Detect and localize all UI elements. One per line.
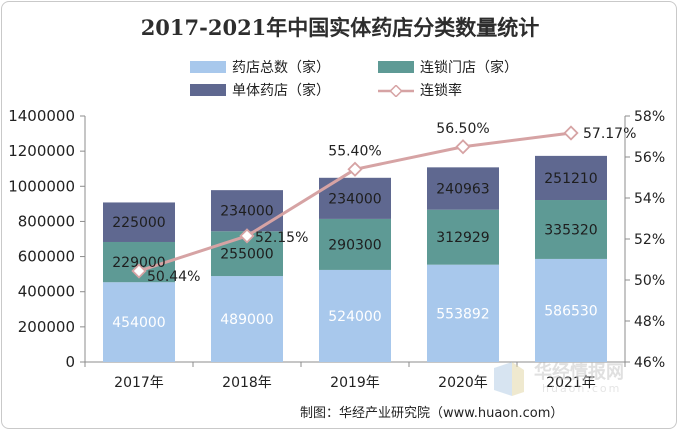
legend-label-total: 药店总数（家） <box>232 60 330 76</box>
bar-segment-3 <box>535 155 607 201</box>
bar-segment-2 <box>427 209 499 265</box>
bar-value-label: 255000 <box>220 247 273 263</box>
legend-item-chain: 连锁门店（家） <box>378 58 518 76</box>
bar-value-label: 251210 <box>544 171 597 187</box>
rate-marker <box>455 139 471 155</box>
legend-label-chain: 连锁门店（家） <box>420 60 518 76</box>
chart-title: 2017-2021年中国实体药店分类数量统计 <box>140 15 540 40</box>
bar-segment-1 <box>535 258 607 362</box>
left-tick-label: 200000 <box>18 318 75 336</box>
bar-value-label: 312929 <box>436 230 489 246</box>
bar-segment-3 <box>103 202 175 242</box>
rate-marker <box>563 125 579 141</box>
bar-segment-1 <box>103 282 175 362</box>
legend-swatch-single <box>190 84 226 96</box>
bar-value-label: 335320 <box>544 222 597 238</box>
x-tick-label: 2019年 <box>330 375 380 391</box>
legend-swatch-rate <box>378 84 414 98</box>
right-tick-label: 52% <box>634 232 665 248</box>
x-tick-label: 2017年 <box>114 375 164 391</box>
watermark-sub: huaon.com <box>542 382 622 395</box>
right-tick-label: 48% <box>634 314 665 330</box>
rate-value-label: 50.44% <box>147 269 200 285</box>
legend-swatch-chain <box>378 61 414 73</box>
bar-segment-3 <box>211 190 283 232</box>
watermark-text: 华经情报网 <box>534 362 624 383</box>
rate-marker <box>239 228 255 244</box>
left-tick-label: 1000000 <box>8 177 75 195</box>
left-tick-label: 600000 <box>18 248 75 266</box>
left-tick-label: 800000 <box>18 212 75 230</box>
bar-value-label: 240963 <box>436 182 489 198</box>
legend-label-rate: 连锁率 <box>420 83 462 99</box>
legend-swatch-total <box>190 61 226 73</box>
bar-segment-2 <box>319 218 391 270</box>
right-tick-label: 54% <box>634 191 665 207</box>
bar-value-label: 553892 <box>436 306 489 322</box>
watermark: 华经情报网 huaon.com <box>488 356 668 406</box>
legend-item-rate: 连锁率 <box>378 81 462 99</box>
watermark-logo-icon <box>494 362 524 396</box>
bar-segment-1 <box>211 276 283 362</box>
bar-value-label: 586530 <box>544 303 597 319</box>
rate-value-label: 52.15% <box>255 230 308 246</box>
x-tick-label: 2018年 <box>222 375 272 391</box>
bar-value-label: 229000 <box>112 255 165 271</box>
rate-value-label: 57.17% <box>583 126 636 142</box>
rate-marker <box>131 263 147 279</box>
legend-label-single: 单体药店（家） <box>232 83 330 99</box>
rate-value-label: 56.50% <box>436 121 489 137</box>
legend-item-single: 单体药店（家） <box>190 81 330 99</box>
left-tick-label: 0 <box>65 353 75 371</box>
bar-value-label: 454000 <box>112 315 165 331</box>
rate-value-label: 55.40% <box>328 143 381 159</box>
right-tick-label: 58% <box>634 109 665 125</box>
left-tick-label: 1400000 <box>8 107 75 125</box>
right-tick-label: 56% <box>634 150 665 166</box>
legend-item-total: 药店总数（家） <box>190 58 330 76</box>
bar-segment-1 <box>319 269 391 362</box>
x-tick-label: 2020年 <box>438 375 488 391</box>
left-tick-label: 400000 <box>18 283 75 301</box>
right-tick-label: 46% <box>634 355 665 371</box>
bar-value-label: 290300 <box>328 237 381 253</box>
source-note: 制图：华经产业研究院（www.huaon.com） <box>300 406 564 421</box>
bar-value-label: 234000 <box>220 204 273 220</box>
bar-value-label: 489000 <box>220 312 273 328</box>
bar-segment-3 <box>427 167 499 210</box>
x-tick-label: 2021年 <box>546 375 596 391</box>
rate-marker <box>347 161 363 177</box>
bar-value-label: 234000 <box>328 191 381 207</box>
bar-segment-2 <box>535 200 607 259</box>
right-tick-label: 50% <box>634 273 665 289</box>
left-tick-label: 1200000 <box>8 142 75 160</box>
bar-value-label: 225000 <box>112 215 165 231</box>
bar-segment-1 <box>427 264 499 362</box>
bar-value-label: 524000 <box>328 309 381 325</box>
